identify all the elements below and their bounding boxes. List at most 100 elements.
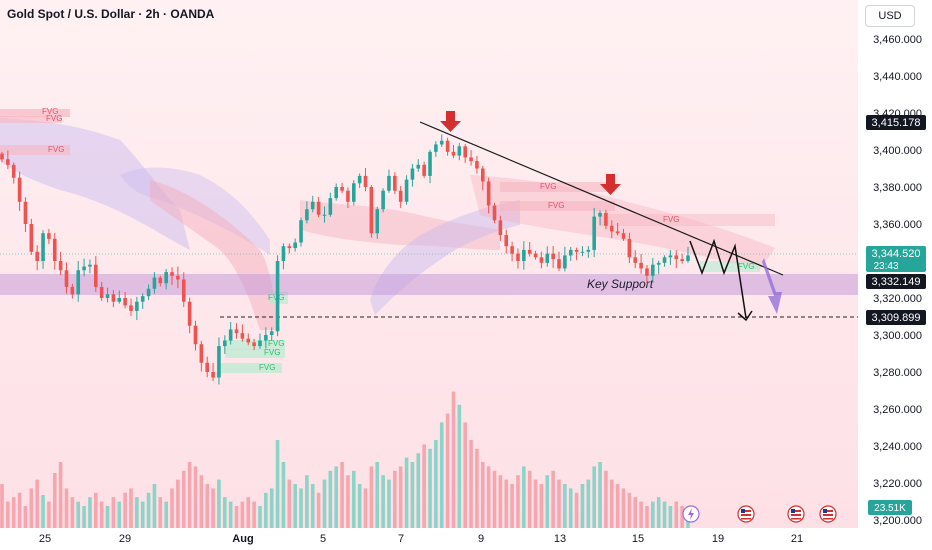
descending-trendline[interactable] [419,121,784,276]
volume-bar [152,484,157,528]
candle-body [176,275,180,280]
event-icons[interactable] [682,505,837,523]
volume-bar [539,484,544,528]
fvg-label: FVG [42,107,58,116]
volume-bar [23,506,28,528]
candle-body [639,262,643,269]
volume-bar [609,479,614,528]
candle-body [6,159,10,165]
candle-body [246,338,251,343]
volume-bar [269,488,274,528]
us-flag-icon[interactable] [819,505,837,523]
volume-bar [199,475,204,528]
volume-bar [316,492,321,528]
currency-button[interactable]: USD [865,5,915,27]
price-tick-label: 3,260.000 [873,404,922,416]
volume-bar [375,462,380,528]
volume-bar [264,492,268,528]
time-axis[interactable]: 25 29 Aug 5 7 9 13 15 19 21 [0,528,932,550]
candle-body [152,277,157,289]
price-tick-label: 3,460.000 [873,34,922,46]
candle-body [135,301,139,311]
price-tick-label: 3,220.000 [873,478,922,490]
svg-text:3,344.520: 3,344.520 [872,248,921,260]
volume-bar [545,475,550,528]
candle-body [52,238,57,261]
volume-bar [422,444,426,528]
price-tick-label: 3,200.000 [873,515,922,527]
volume-bar [604,470,608,528]
volume-bar [240,501,245,528]
volume-bar [47,501,51,528]
volume-bar [533,479,538,528]
candle-body [633,257,638,263]
key-support-label: Key Support [587,277,654,291]
volume-bar [105,506,110,528]
candle-body [23,201,28,224]
candle-body [434,144,438,152]
volume-bar [193,466,198,528]
volume-bar [328,470,333,528]
volume-bar [228,501,233,528]
svg-text:23:43: 23:43 [873,261,898,272]
volume-bar [94,492,98,528]
candle-body [252,342,256,347]
candle-body [410,168,415,180]
candle-body [346,190,350,202]
volume-bar [480,462,485,528]
price-tag-upper: 3,415.178 [866,115,926,130]
candle-body [164,272,168,284]
volume-bar [58,462,63,528]
candle-body [82,266,86,271]
candle-body [627,238,632,258]
volume-bar [76,501,81,528]
volume-bar [592,466,596,528]
volume-bar [0,484,4,528]
candle-body [305,209,309,221]
lightning-icon[interactable] [682,505,700,523]
candle-body [387,175,391,191]
volume-bar [416,453,421,528]
volume-bar [469,440,473,528]
candle-body [199,344,204,363]
volume-bar [445,413,450,528]
us-flag-icon[interactable] [737,505,755,523]
candle-body [234,329,239,334]
price-tick-label: 3,400.000 [873,145,922,157]
time-tick-label: 13 [554,533,566,545]
fvg-label: FVG [540,182,556,191]
candle-body [375,209,380,234]
candle-body [527,249,532,254]
volume-bar [633,497,638,528]
candle-body [393,175,397,191]
candle-body [398,190,403,202]
volume-bar [563,484,567,528]
candle-body [0,153,4,160]
price-tick-label: 3,360.000 [873,219,922,231]
candle-body [70,286,75,295]
candle-body [416,164,421,169]
volume-bar [211,488,215,528]
price-tick-label: 3,440.000 [873,71,922,83]
volume-bar [346,475,350,528]
volume-bar [492,470,497,528]
candle-body [621,233,626,239]
candle-body [310,201,315,210]
us-flag-icon[interactable] [787,505,805,523]
candle-body [111,294,116,302]
candle-body [287,246,292,249]
volume-bar [586,479,591,528]
svg-text:3,309.899: 3,309.899 [872,312,921,324]
volume-bar [498,475,503,528]
candle-body [223,340,227,347]
volume-bar [170,488,174,528]
volume-bar [651,501,655,528]
time-tick-label: 5 [320,533,326,545]
candle-body [668,255,673,258]
volume-bar [428,448,432,528]
volume-bar [287,479,292,528]
candle-body [275,261,280,332]
volume-bar [621,488,626,528]
candle-body [557,259,561,269]
